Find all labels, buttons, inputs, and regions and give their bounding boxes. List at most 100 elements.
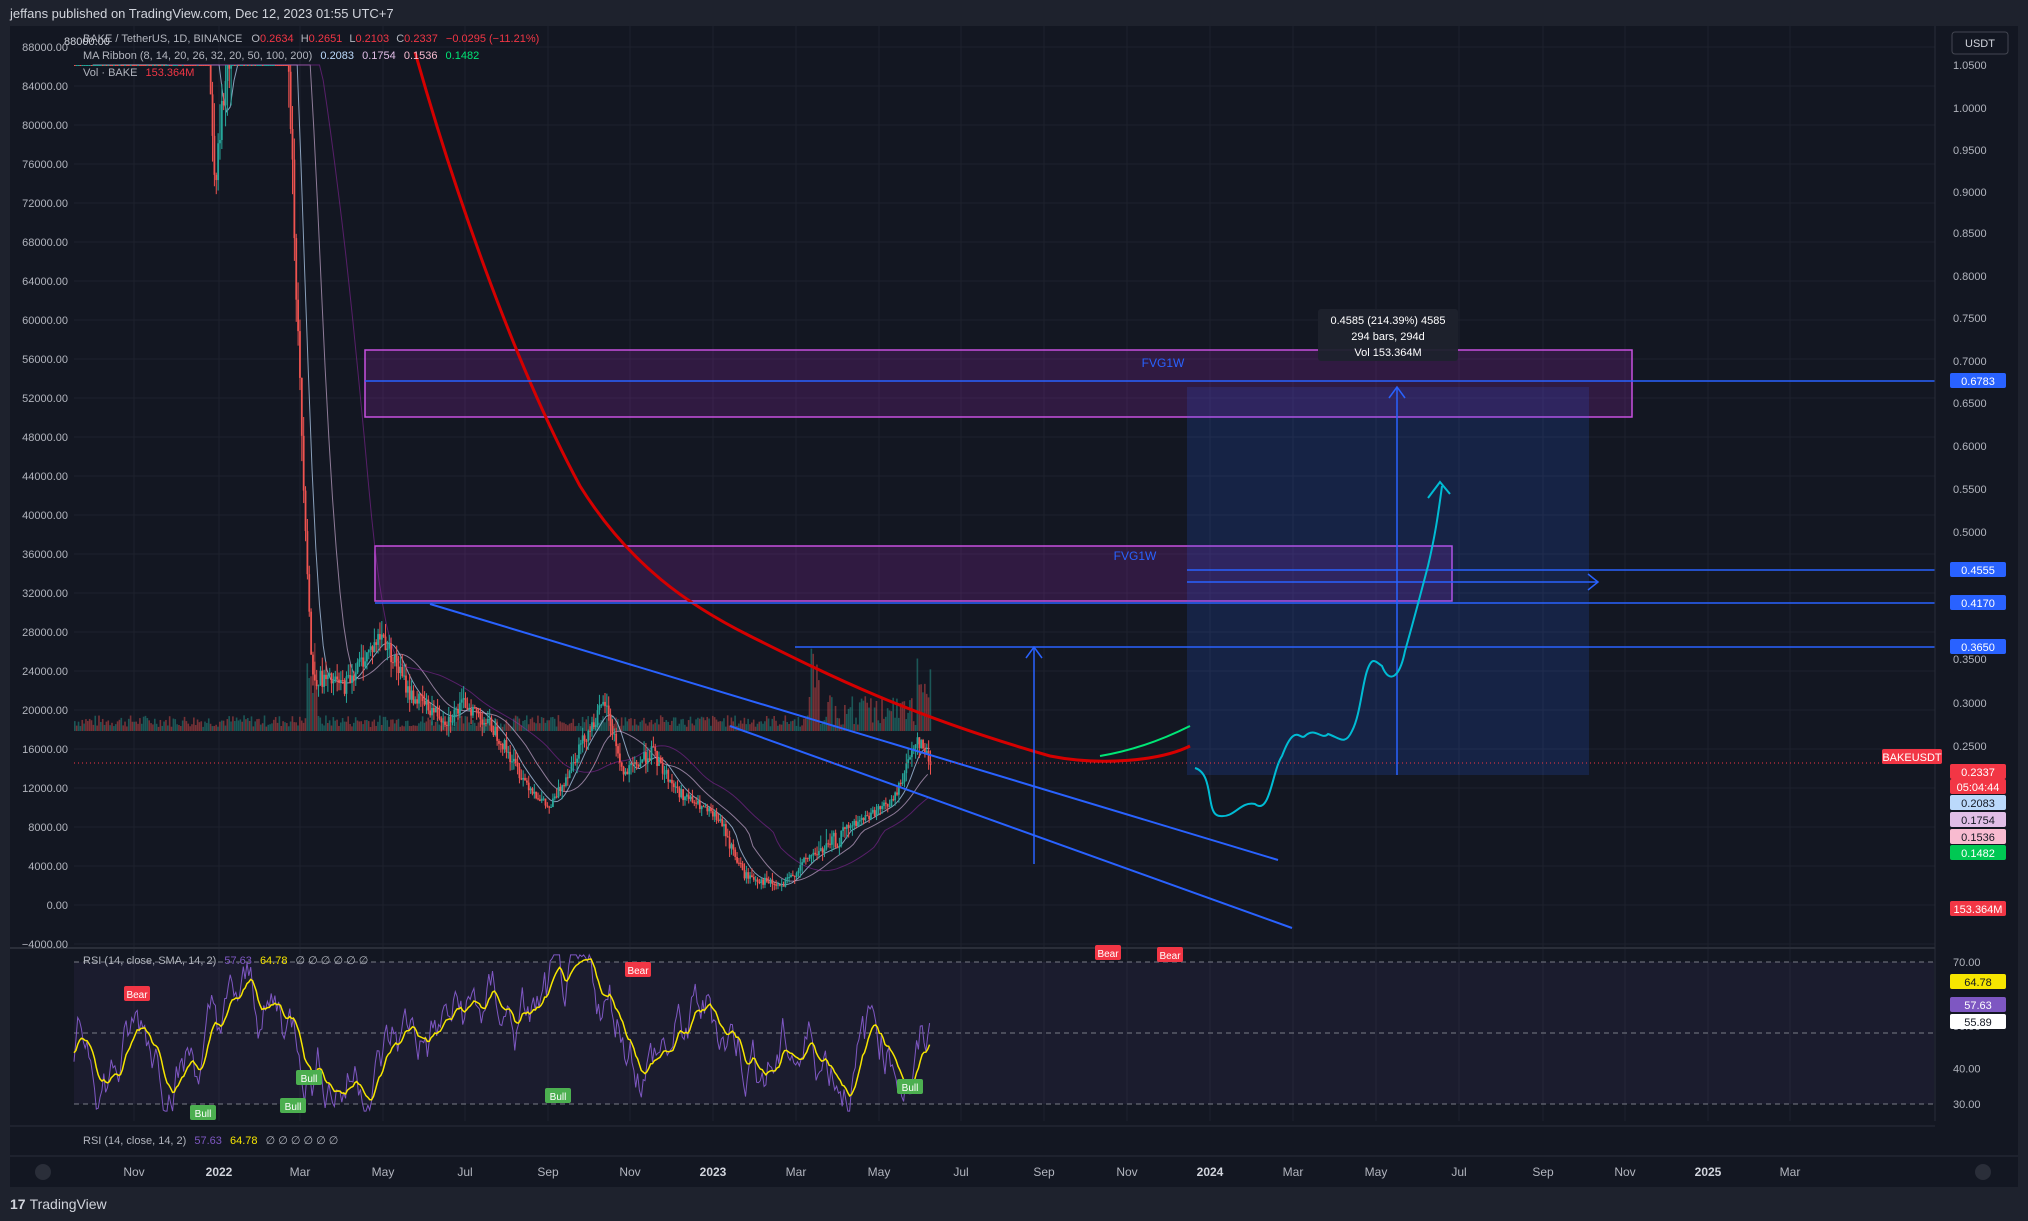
volume-bar xyxy=(336,719,338,731)
volume-bar xyxy=(524,720,526,731)
volume-bar xyxy=(685,726,688,731)
volume-bar xyxy=(308,678,310,731)
candle-body xyxy=(289,71,292,130)
trendline-lower xyxy=(729,725,1293,929)
candle-body xyxy=(432,707,435,713)
volume-bar xyxy=(431,721,433,731)
candle-body xyxy=(557,786,560,798)
volume-bar xyxy=(883,718,885,731)
volume-bar xyxy=(866,702,868,731)
volume-bar xyxy=(362,724,364,731)
chart-svg[interactable]: 70.0050.0040.0030.0064.7857.6355.89BearB… xyxy=(10,26,2018,1187)
publish-header: jeffans published on TradingView.com, De… xyxy=(0,0,2028,26)
rsi-pane[interactable]: 70.0050.0040.0030.0064.7857.6355.89BearB… xyxy=(10,945,2006,1127)
candle-body xyxy=(423,701,426,705)
volume-bar xyxy=(250,716,253,731)
volume-bar xyxy=(375,725,377,731)
fvg-box-top xyxy=(364,349,1633,418)
legend: 88000.00 BAKE / TetherUS, 1D, BINANCE O0… xyxy=(64,33,539,79)
measure-tooltip: 0.4585 (214.39%) 4585 294 bars, 294d Vol… xyxy=(1318,309,1458,361)
candle-body xyxy=(321,670,324,687)
volume-bar xyxy=(168,716,171,731)
volume-bar xyxy=(574,726,576,731)
chart-container[interactable]: 70.0050.0040.0030.0064.7857.6355.89BearB… xyxy=(10,26,2018,1187)
candle-body xyxy=(278,65,281,66)
volume-bar xyxy=(632,725,634,731)
candle-body xyxy=(514,758,517,763)
candle-body xyxy=(170,65,173,66)
candle-body xyxy=(576,758,578,763)
rsi-legend-2: RSI (14, close, 14, 2) xyxy=(83,1135,186,1147)
candle-body xyxy=(142,65,145,66)
candle-body xyxy=(466,707,469,710)
volume-bar xyxy=(421,716,424,731)
candle-body xyxy=(371,646,374,653)
volume-bar xyxy=(791,720,794,731)
candle-body xyxy=(429,710,432,716)
volume-bar xyxy=(858,702,861,731)
candle-body xyxy=(140,65,143,66)
volume-bar xyxy=(79,726,82,731)
candle-body xyxy=(531,788,534,794)
candle-body xyxy=(838,845,841,848)
candle-body xyxy=(148,65,151,66)
candle-body xyxy=(113,65,115,66)
candles xyxy=(74,65,932,892)
volume-bar xyxy=(269,724,271,731)
volume-bar xyxy=(472,720,474,731)
volume-bar xyxy=(816,664,818,731)
candle-body xyxy=(233,65,236,66)
volume-bar xyxy=(650,719,653,731)
volume-bar xyxy=(890,711,893,731)
volume-bar xyxy=(393,723,396,731)
candle-body xyxy=(308,574,311,612)
volume-bar xyxy=(326,722,329,731)
candle-body xyxy=(421,695,424,702)
candle-body xyxy=(375,642,378,645)
volume-bar xyxy=(780,724,783,731)
candle-body xyxy=(139,65,141,66)
measure-change: 0.4585 (214.39%) 4585 xyxy=(1331,315,1446,327)
candle-body xyxy=(927,750,930,762)
candle-body xyxy=(419,693,422,696)
volume-bar xyxy=(462,723,465,731)
candle-body xyxy=(451,721,454,723)
time-axis-label: Sep xyxy=(537,1165,559,1179)
volume-bar xyxy=(527,724,530,731)
currency-button[interactable]: USDT xyxy=(1951,31,2009,55)
volume-bar xyxy=(756,723,759,731)
candle-body xyxy=(795,873,798,877)
volume-bar xyxy=(602,716,604,731)
volume-bar xyxy=(213,726,216,731)
candle-body xyxy=(360,657,363,660)
time-axis[interactable]: Nov 2022 Mar May Jul Sep Nov 2023 Mar May Jul Sep No… xyxy=(10,1155,2018,1180)
candle-body xyxy=(925,750,928,755)
volume-bar xyxy=(332,717,335,731)
candle-body xyxy=(250,65,253,66)
candle-body xyxy=(890,799,893,807)
volume-bar xyxy=(849,707,852,731)
candle-body xyxy=(849,826,852,828)
candle-body xyxy=(492,730,495,735)
volume-bar xyxy=(241,721,243,731)
tradingview-logo[interactable]: 17 TradingView xyxy=(10,1196,107,1212)
volume-bar xyxy=(678,723,681,731)
candle-body xyxy=(367,649,370,653)
candle-body xyxy=(691,796,694,803)
candle-body xyxy=(83,65,86,66)
volume-bar xyxy=(514,715,517,731)
volume-bar xyxy=(248,720,251,731)
volume-bar xyxy=(607,715,610,731)
candle-body xyxy=(544,798,547,806)
candle-body xyxy=(725,824,727,837)
candle-body xyxy=(498,740,500,744)
volume-bar xyxy=(539,723,541,731)
volume-bar xyxy=(658,724,660,731)
candle-body xyxy=(685,794,688,797)
volume-bar xyxy=(525,715,528,731)
candle-body xyxy=(483,723,485,725)
candle-body xyxy=(870,812,872,820)
candle-body xyxy=(728,837,731,849)
candle-body xyxy=(436,707,439,717)
auto-scale-icon xyxy=(1975,1164,1991,1180)
